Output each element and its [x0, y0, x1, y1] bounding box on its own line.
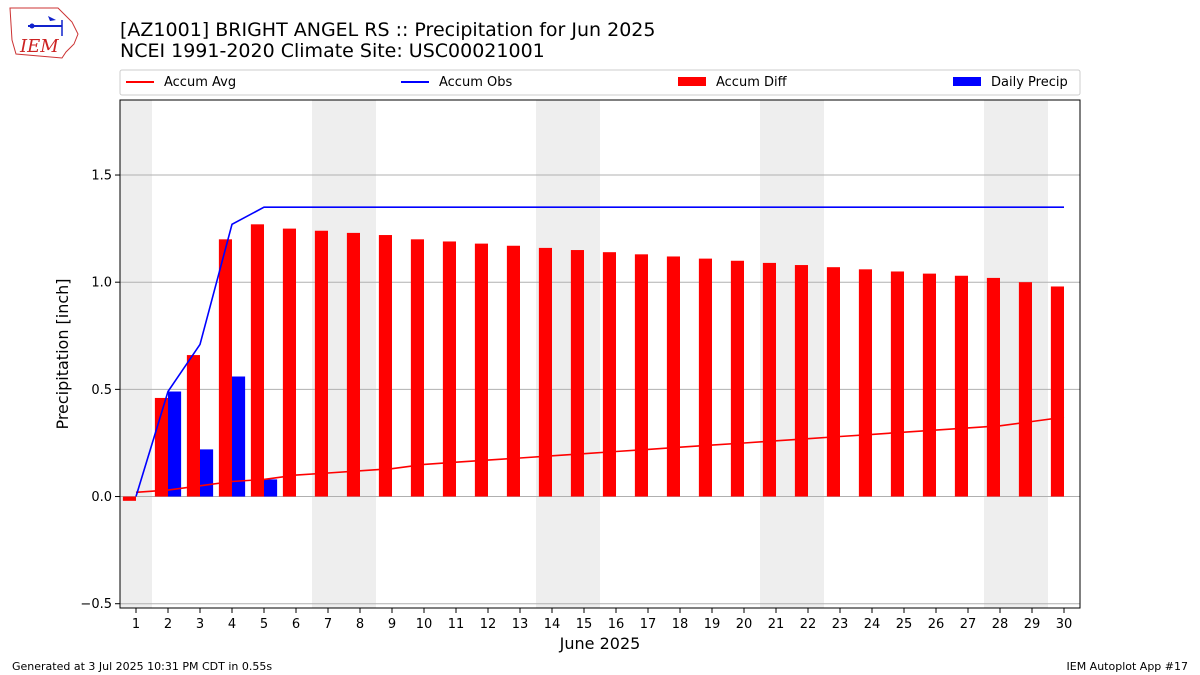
footer-generated: Generated at 3 Jul 2025 10:31 PM CDT in … — [12, 660, 272, 673]
accum-diff-bar-day-12 — [474, 243, 488, 497]
accum-diff-bar-day-23 — [826, 267, 840, 497]
accum-diff-bar-day-4 — [218, 239, 232, 497]
accum-diff-bar-day-16 — [602, 252, 616, 497]
x-tick-label: 25 — [896, 617, 913, 632]
plot-frame — [119, 99, 1081, 609]
y-tick-label: 1.0 — [91, 276, 112, 291]
y-tick-label: 0.5 — [91, 383, 112, 398]
accum-diff-bar-day-18 — [666, 256, 680, 497]
accum-diff-bar-day-28 — [986, 277, 1000, 497]
daily-precip-bar-day-2 — [168, 391, 182, 497]
accum-diff-bar-day-17 — [634, 254, 648, 497]
x-tick-label: 9 — [388, 617, 396, 632]
legend-accum-obs-label: Accum Obs — [439, 75, 512, 90]
legend-daily-precip-label: Daily Precip — [991, 75, 1068, 90]
accum-diff-bar-day-26 — [922, 273, 936, 497]
accum-diff-bar-day-25 — [890, 271, 904, 497]
legend-accum-obs: Accum Obs — [401, 75, 512, 90]
accum-diff-bar-day-24 — [858, 269, 872, 497]
x-axis-ticks: 1 2 3 4 5 6 7 8 9 10 11 12 13 14 15 16 17 18 19 20 21 22 23 24 2… — [132, 608, 1072, 632]
x-tick-label: 29 — [1024, 617, 1041, 632]
x-tick-label: 1 — [132, 617, 140, 632]
accum-diff-bar-day-5 — [250, 224, 264, 497]
x-tick-label: 26 — [928, 617, 945, 632]
accum-diff-bar-day-15 — [570, 250, 584, 497]
legend-accum-avg: Accum Avg — [126, 75, 236, 90]
accum-diff-bar-day-30 — [1050, 286, 1064, 497]
x-tick-label: 4 — [228, 617, 236, 632]
x-tick-label: 5 — [260, 617, 268, 632]
legend-accum-diff-label: Accum Diff — [716, 75, 788, 90]
chart-title-line2: NCEI 1991-2020 Climate Site: USC00021001 — [120, 40, 545, 62]
footer-app: IEM Autoplot App #17 — [1067, 660, 1189, 673]
x-tick-label: 2 — [164, 617, 172, 632]
y-tick-label: 0.0 — [91, 490, 112, 505]
legend-accum-avg-label: Accum Avg — [164, 75, 236, 90]
x-tick-label: 18 — [672, 617, 689, 632]
accum-diff-bar-day-21 — [762, 262, 776, 497]
accum-diff-bar-day-22 — [794, 265, 808, 497]
x-tick-label: 12 — [480, 617, 497, 632]
accum-diff-bar-day-20 — [730, 260, 744, 497]
accum-diff-bar-day-1 — [122, 496, 136, 501]
accum-avg-line — [135, 416, 1065, 494]
iem-logo: IEM — [9, 7, 79, 59]
x-tick-label: 7 — [324, 617, 332, 632]
accum-diff-bar-day-7 — [314, 230, 328, 497]
bars — [122, 224, 1064, 501]
x-tick-label: 8 — [356, 617, 364, 632]
lines — [135, 206, 1065, 497]
x-tick-label: 6 — [292, 617, 300, 632]
accum-diff-bar-day-19 — [698, 258, 712, 497]
daily-precip-bar-day-4 — [232, 376, 246, 497]
weekend-bands — [120, 100, 1048, 608]
x-tick-label: 11 — [448, 617, 465, 632]
accum-diff-bar-day-3 — [186, 355, 200, 497]
chart-title-line1: [AZ1001] BRIGHT ANGEL RS :: Precipitatio… — [120, 19, 655, 41]
x-tick-label: 27 — [960, 617, 977, 632]
accum-diff-bar-day-6 — [282, 228, 296, 497]
x-tick-label: 15 — [576, 617, 593, 632]
grid-lines — [120, 174, 1080, 605]
accum-diff-bar-day-11 — [442, 241, 456, 497]
logo-text: IEM — [19, 36, 59, 57]
accum-diff-bar-day-14 — [538, 247, 552, 497]
accum-diff-bar-day-8 — [346, 232, 360, 497]
y-tick-label: 1.5 — [91, 169, 112, 184]
x-tick-label: 30 — [1056, 617, 1073, 632]
daily-precip-bar-day-5 — [264, 479, 278, 497]
x-tick-label: 13 — [512, 617, 529, 632]
x-tick-label: 14 — [544, 617, 561, 632]
accum-diff-bar-day-9 — [378, 235, 392, 497]
x-tick-label: 10 — [416, 617, 433, 632]
legend-accum-diff: Accum Diff — [678, 75, 788, 90]
accum-diff-bar-day-13 — [506, 245, 520, 497]
y-tick-label: −0.5 — [80, 597, 112, 612]
y-axis-label: Precipitation [inch] — [53, 278, 72, 429]
legend: Accum Avg Accum Obs Accum Diff Daily Precip — [119, 69, 1081, 96]
accum-diff-bar-day-27 — [954, 275, 968, 497]
accum-diff-bar-day-10 — [410, 239, 424, 497]
daily-precip-bar-day-3 — [200, 449, 214, 497]
accum-diff-bar-day-29 — [1018, 282, 1032, 497]
x-tick-label: 21 — [768, 617, 785, 632]
x-tick-label: 17 — [640, 617, 657, 632]
x-tick-label: 3 — [196, 617, 204, 632]
legend-daily-precip: Daily Precip — [953, 75, 1068, 90]
x-tick-label: 23 — [832, 617, 849, 632]
x-tick-label: 20 — [736, 617, 753, 632]
y-axis-ticks: −0.5 0.0 0.5 1.0 1.5 — [80, 169, 120, 612]
x-tick-label: 16 — [608, 617, 625, 632]
x-tick-label: 28 — [992, 617, 1009, 632]
x-tick-label: 19 — [704, 617, 721, 632]
x-axis-label: June 2025 — [559, 634, 641, 653]
x-tick-label: 24 — [864, 617, 881, 632]
x-tick-label: 22 — [800, 617, 817, 632]
accum-obs-line — [135, 206, 1064, 497]
weekend-band-day-1 — [120, 100, 152, 608]
